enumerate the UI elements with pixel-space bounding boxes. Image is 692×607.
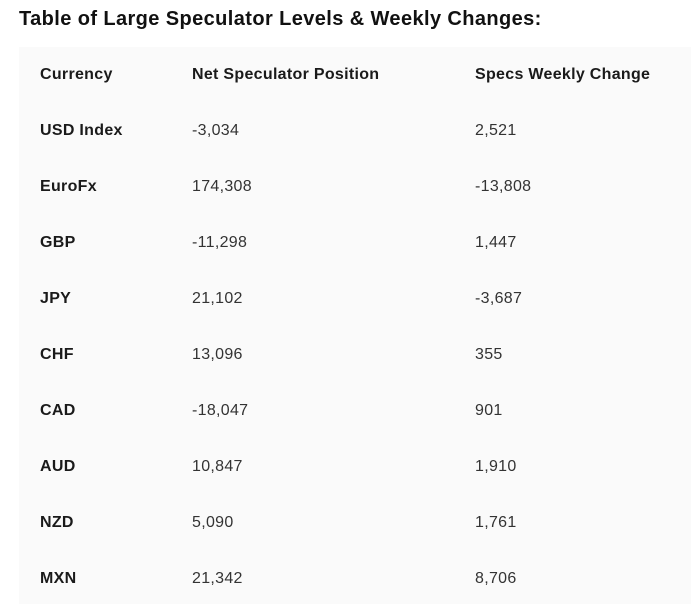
table-row: EuroFx 174,308 -13,808: [19, 159, 691, 215]
table-row: AUD 10,847 1,910: [19, 439, 691, 495]
header-net-speculator-position: Net Speculator Position: [192, 66, 380, 83]
header-currency: Currency: [40, 66, 113, 83]
net-position-cell: 5,090: [192, 514, 234, 531]
currency-cell: NZD: [40, 514, 74, 531]
table-row: GBP -11,298 1,447: [19, 215, 691, 271]
currency-cell: USD Index: [40, 122, 123, 139]
currency-cell: JPY: [40, 290, 72, 307]
currency-cell: AUD: [40, 458, 76, 475]
weekly-change-cell: -3,687: [475, 290, 523, 307]
net-position-cell: 13,096: [192, 346, 243, 363]
net-position-cell: 174,308: [192, 178, 252, 195]
weekly-change-cell: -13,808: [475, 178, 532, 195]
currency-cell: CHF: [40, 346, 74, 363]
weekly-change-cell: 8,706: [475, 570, 517, 587]
currency-cell: MXN: [40, 570, 77, 587]
table-row: NZD 5,090 1,761: [19, 495, 691, 551]
net-position-cell: 21,342: [192, 570, 243, 587]
net-position-cell: -11,298: [192, 234, 248, 251]
weekly-change-cell: 1,447: [475, 234, 517, 251]
page-title: Table of Large Speculator Levels & Weekl…: [19, 8, 542, 30]
currency-cell: EuroFx: [40, 178, 97, 195]
net-position-cell: -3,034: [192, 122, 240, 139]
table-row: CHF 13,096 355: [19, 327, 691, 383]
currency-cell: GBP: [40, 234, 76, 251]
table-panel: Currency Net Speculator Position Specs W…: [19, 47, 691, 604]
table-header-row: Currency Net Speculator Position Specs W…: [19, 47, 691, 103]
table-row: MXN 21,342 8,706: [19, 551, 691, 607]
speculator-table: Currency Net Speculator Position Specs W…: [19, 47, 691, 607]
table-row: USD Index -3,034 2,521: [19, 103, 691, 159]
net-position-cell: -18,047: [192, 402, 249, 419]
table-row: JPY 21,102 -3,687: [19, 271, 691, 327]
currency-cell: CAD: [40, 402, 76, 419]
weekly-change-cell: 901: [475, 402, 503, 419]
weekly-change-cell: 2,521: [475, 122, 517, 139]
weekly-change-cell: 1,910: [475, 458, 517, 475]
net-position-cell: 10,847: [192, 458, 243, 475]
table-row: CAD -18,047 901: [19, 383, 691, 439]
net-position-cell: 21,102: [192, 290, 243, 307]
weekly-change-cell: 355: [475, 346, 503, 363]
header-specs-weekly-change: Specs Weekly Change: [475, 66, 651, 83]
weekly-change-cell: 1,761: [475, 514, 517, 531]
